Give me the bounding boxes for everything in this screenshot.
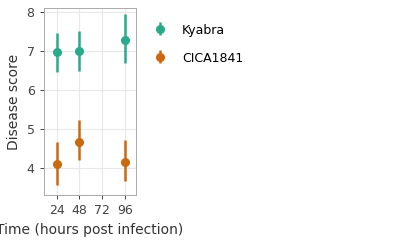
X-axis label: Time (hours post infection): Time (hours post infection)	[0, 223, 184, 237]
Legend: Kyabra, CICA1841: Kyabra, CICA1841	[147, 24, 243, 65]
Y-axis label: Disease score: Disease score	[7, 54, 21, 150]
